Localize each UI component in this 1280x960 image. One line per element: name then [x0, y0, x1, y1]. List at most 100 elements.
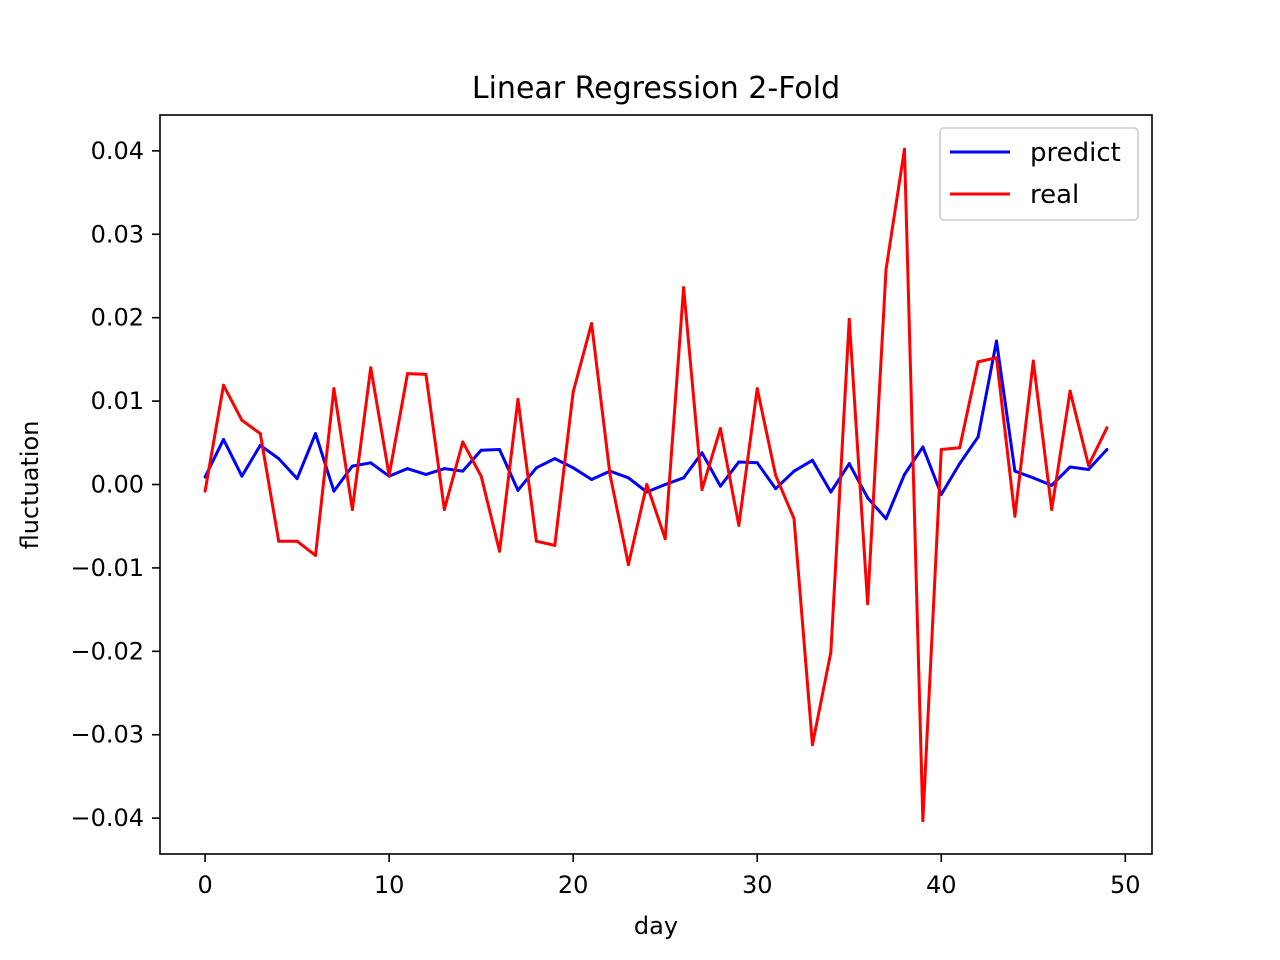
data-point-real-21 — [590, 322, 594, 326]
data-point-predict-7 — [332, 489, 336, 493]
data-point-predict-13 — [442, 467, 446, 471]
data-point-predict-17 — [516, 488, 520, 492]
data-point-real-7 — [332, 387, 336, 391]
y-tick-label: 0.04 — [91, 137, 144, 165]
y-tick-label: −0.03 — [70, 721, 144, 749]
data-point-real-48 — [1087, 463, 1090, 467]
data-point-real-45 — [1031, 359, 1035, 363]
data-point-predict-20 — [571, 466, 575, 470]
data-point-predict-27 — [700, 451, 704, 455]
data-point-predict-26 — [682, 476, 686, 480]
data-point-real-39 — [921, 819, 925, 823]
data-point-real-4 — [277, 539, 281, 543]
data-point-predict-12 — [424, 472, 428, 476]
y-tick-label: −0.01 — [70, 554, 144, 582]
x-tick-label: 40 — [926, 871, 957, 899]
data-point-real-44 — [1013, 514, 1017, 518]
data-point-predict-2 — [240, 474, 244, 478]
data-point-real-2 — [240, 418, 244, 422]
data-point-predict-35 — [847, 462, 851, 466]
data-point-predict-29 — [737, 460, 741, 464]
data-point-real-30 — [755, 387, 759, 391]
series-line-real — [203, 147, 1109, 823]
data-point-predict-33 — [810, 458, 814, 462]
data-point-predict-36 — [866, 496, 870, 500]
data-point-real-31 — [774, 473, 778, 477]
chart-title: Linear Regression 2-Fold — [472, 71, 840, 106]
data-point-predict-31 — [774, 487, 778, 491]
data-point-real-26 — [682, 286, 686, 290]
data-point-real-18 — [534, 539, 538, 543]
series-line-predict — [203, 339, 1109, 521]
x-tick-label: 50 — [1110, 871, 1141, 899]
y-axis: 0.04 0.03 0.02 0.01 0.00 −0.01 −0.02 −0.03 −0.04 — [70, 137, 160, 832]
data-point-real-1 — [222, 383, 225, 387]
data-point-predict-42 — [976, 435, 980, 439]
x-tick-label: 10 — [374, 871, 405, 899]
data-point-real-47 — [1068, 389, 1072, 393]
data-point-predict-15 — [479, 448, 483, 452]
data-point-predict-45 — [1031, 476, 1035, 480]
plot-area — [203, 147, 1109, 823]
data-point-predict-34 — [829, 490, 833, 494]
data-point-predict-8 — [350, 464, 354, 468]
data-point-real-6 — [314, 553, 318, 557]
data-point-real-13 — [442, 508, 446, 512]
data-point-predict-49 — [1105, 447, 1109, 451]
data-point-real-43 — [994, 356, 998, 360]
data-point-predict-4 — [277, 457, 281, 461]
data-point-predict-23 — [626, 476, 630, 480]
data-point-real-23 — [626, 563, 630, 567]
data-point-predict-14 — [461, 469, 465, 473]
data-point-real-33 — [810, 743, 814, 747]
data-point-predict-18 — [534, 466, 538, 470]
x-tick-label: 0 — [197, 871, 212, 899]
data-point-predict-6 — [314, 432, 318, 436]
data-point-real-37 — [884, 267, 888, 271]
data-point-real-9 — [369, 366, 373, 370]
data-point-real-42 — [976, 360, 980, 364]
data-point-real-14 — [461, 440, 465, 444]
data-point-predict-39 — [921, 445, 925, 449]
x-tick-label: 30 — [742, 871, 773, 899]
data-point-real-41 — [958, 446, 962, 450]
data-point-predict-43 — [994, 339, 998, 343]
x-axis: 0 10 20 30 40 50 — [197, 854, 1141, 899]
legend: predict real — [939, 127, 1139, 221]
data-point-predict-25 — [663, 483, 667, 486]
y-tick-label: 0.01 — [91, 387, 144, 415]
data-point-predict-5 — [295, 477, 299, 481]
x-tick-label: 20 — [558, 871, 589, 899]
y-axis-label: fluctuation — [16, 421, 44, 550]
data-point-real-17 — [516, 397, 520, 401]
data-point-real-24 — [645, 483, 649, 486]
data-point-predict-48 — [1087, 467, 1090, 471]
legend-label-real: real — [1030, 180, 1079, 210]
data-point-real-29 — [737, 523, 741, 527]
data-point-real-40 — [939, 447, 943, 451]
data-point-predict-37 — [884, 517, 888, 521]
data-point-real-3 — [258, 432, 262, 436]
data-point-predict-19 — [553, 457, 557, 461]
data-point-predict-30 — [755, 461, 759, 465]
data-point-predict-1 — [222, 437, 225, 441]
data-point-real-10 — [387, 473, 391, 477]
data-point-real-28 — [718, 427, 722, 431]
data-point-predict-44 — [1013, 469, 1017, 473]
data-point-predict-21 — [590, 478, 594, 481]
data-point-predict-11 — [406, 467, 410, 471]
data-point-real-36 — [866, 602, 870, 606]
data-point-real-8 — [350, 508, 354, 512]
data-point-real-19 — [553, 543, 557, 547]
data-point-real-20 — [571, 390, 575, 394]
data-point-real-46 — [1050, 508, 1054, 512]
data-point-predict-41 — [958, 462, 962, 466]
data-point-real-32 — [792, 517, 796, 521]
x-axis-label: day — [634, 912, 678, 940]
y-tick-label: 0.02 — [91, 304, 144, 332]
data-point-real-15 — [479, 474, 483, 478]
data-point-real-22 — [608, 472, 612, 476]
y-tick-label: 0.00 — [91, 471, 144, 499]
data-point-predict-16 — [498, 447, 502, 451]
